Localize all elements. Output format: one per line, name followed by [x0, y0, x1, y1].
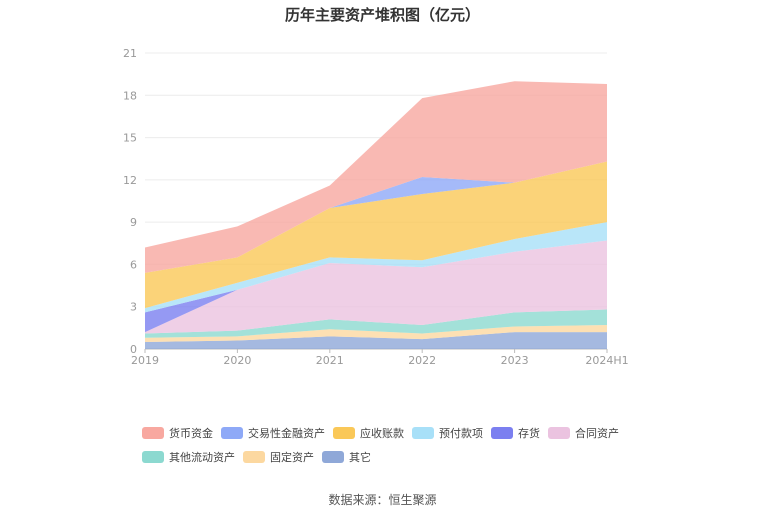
y-tick-label: 18 [123, 89, 137, 102]
area-series-1[interactable] [145, 325, 607, 342]
legend: 货币资金 交易性金融资产 应收账款 预付款项 存货 合同资产其他流动资产 固定资产 其它 [140, 424, 660, 472]
legend-label: 其他流动资产 [169, 451, 235, 464]
y-tick-label: 6 [130, 258, 137, 271]
x-tick-label: 2023 [501, 354, 529, 367]
legend-swatch [322, 451, 344, 463]
area-series-0[interactable] [145, 332, 607, 349]
y-tick-label: 12 [123, 174, 137, 187]
legend-item[interactable]: 固定资产 [243, 450, 314, 464]
data-source: 数据来源：恒生聚源 [328, 493, 437, 507]
legend-swatch [491, 427, 513, 439]
x-tick-label: 2020 [223, 354, 251, 367]
legend-label: 存货 [518, 427, 540, 440]
legend-item[interactable]: 存货 [491, 426, 540, 440]
legend-item[interactable]: 其他流动资产 [142, 450, 235, 464]
legend-label: 交易性金融资产 [248, 427, 325, 440]
legend-swatch [142, 427, 164, 439]
y-axis: 0 3 6 9 12 15 18 21 [123, 47, 137, 356]
legend-swatch [243, 451, 265, 463]
legend-swatch [221, 427, 243, 439]
legend-swatch [548, 427, 570, 439]
chart-title: 历年主要资产堆积图（亿元） [284, 6, 480, 24]
x-tick-label: 2019 [131, 354, 159, 367]
legend-label: 固定资产 [270, 451, 314, 464]
x-axis: 2019 2020 2021 2022 2023 2024H1 [131, 349, 629, 367]
legend-label: 合同资产 [575, 427, 619, 440]
legend-label: 应收账款 [360, 427, 404, 440]
area-series-2[interactable] [145, 309, 607, 338]
area-series-8[interactable] [145, 81, 607, 273]
legend-item[interactable]: 交易性金融资产 [221, 426, 325, 440]
area-layers [145, 81, 607, 349]
legend-swatch [412, 427, 434, 439]
legend-label: 预付款项 [439, 427, 483, 440]
x-tick-label: 2024H1 [585, 354, 628, 367]
legend-label: 其它 [349, 451, 371, 464]
legend-item[interactable]: 货币资金 [142, 426, 213, 440]
y-tick-label: 21 [123, 47, 137, 60]
area-series-6[interactable] [145, 161, 607, 309]
x-tick-label: 2021 [316, 354, 344, 367]
legend-label: 货币资金 [169, 427, 213, 440]
legend-item[interactable]: 应收账款 [333, 426, 404, 440]
y-tick-label: 0 [130, 343, 137, 356]
area-series-5[interactable] [145, 222, 607, 313]
legend-swatch [142, 451, 164, 463]
legend-item[interactable]: 合同资产 [548, 426, 619, 440]
y-tick-label: 9 [130, 216, 137, 229]
stacked-area-chart: 2019 2020 2021 2022 2023 2024H1 0 3 6 9 12 15 18 21 [123, 47, 629, 367]
legend-item[interactable]: 预付款项 [412, 426, 483, 440]
y-tick-label: 15 [123, 132, 137, 145]
area-series-3[interactable] [145, 240, 607, 334]
x-tick-label: 2022 [408, 354, 436, 367]
legend-item[interactable]: 其它 [322, 450, 371, 464]
y-tick-label: 3 [130, 301, 137, 314]
legend-swatch [333, 427, 355, 439]
